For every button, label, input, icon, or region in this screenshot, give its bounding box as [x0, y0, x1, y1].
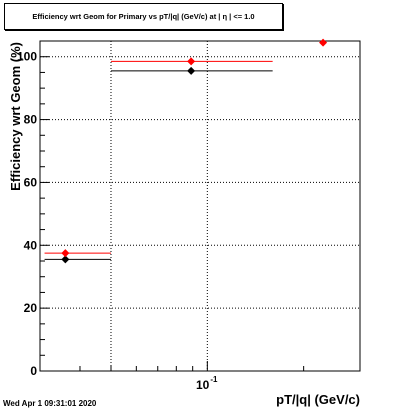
y-tick-label: 60 — [24, 175, 38, 189]
data-point — [187, 66, 196, 75]
axis-ticks: 10 -1 0 20 40 60 80 100 — [17, 50, 361, 392]
y-tick-label: 20 — [24, 301, 38, 315]
data-point — [319, 38, 328, 47]
data-point — [187, 57, 196, 66]
data-point — [61, 255, 70, 264]
y-axis-label: Efficiency wrt Geom (%) — [8, 42, 23, 191]
timestamp: Wed Apr 1 09:31:01 2020 — [3, 399, 97, 408]
y-tick-label: 40 — [24, 238, 38, 252]
y-tick-label: 100 — [17, 50, 37, 64]
plot-frame — [39, 40, 361, 372]
data-point — [61, 249, 70, 258]
grid — [40, 41, 360, 371]
y-tick-label: 0 — [30, 364, 37, 378]
x-axis-label: pT/|q| (GeV/c) — [276, 392, 360, 407]
data-marks — [44, 38, 328, 264]
y-tick-label: 80 — [24, 113, 38, 127]
chart-title: Efficiency wrt Geom for Primary vs pT/|q… — [4, 3, 283, 30]
x-tick-label: 10 — [196, 378, 210, 392]
x-tick-exponent: -1 — [210, 375, 218, 384]
